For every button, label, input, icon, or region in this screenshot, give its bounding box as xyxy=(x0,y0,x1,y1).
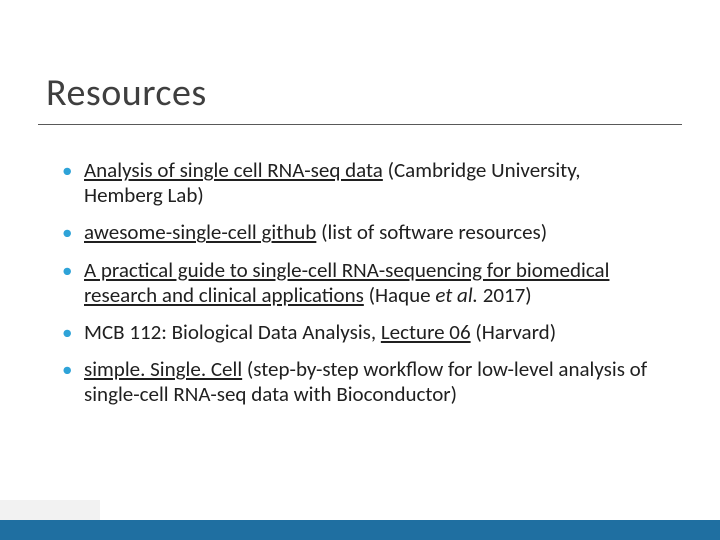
title-underline xyxy=(38,124,682,125)
footer-bar xyxy=(0,520,720,540)
resource-link[interactable]: simple. Single. Cell xyxy=(84,356,242,382)
list-item: simple. Single. Cell (step-by-step workf… xyxy=(62,357,662,407)
page-title: Resources xyxy=(46,70,207,116)
resource-link[interactable]: Analysis of single cell RNA-seq data xyxy=(84,157,383,183)
list-item: Analysis of single cell RNA-seq data (Ca… xyxy=(62,158,662,208)
resource-desc-italic: et al. xyxy=(435,282,478,308)
resource-link[interactable]: Lecture 06 xyxy=(381,319,471,345)
resource-desc: 2017) xyxy=(478,282,532,308)
resources-list: Analysis of single cell RNA-seq data (Ca… xyxy=(62,158,662,408)
footer-accent-light xyxy=(0,500,100,520)
resource-desc: (Harvard) xyxy=(471,319,556,345)
content-area: Analysis of single cell RNA-seq data (Ca… xyxy=(62,158,662,420)
resource-desc: (Haque xyxy=(364,282,436,308)
resource-link[interactable]: awesome-single-cell github xyxy=(84,219,316,245)
list-item: MCB 112: Biological Data Analysis, Lectu… xyxy=(62,320,662,345)
list-item: awesome-single-cell github (list of soft… xyxy=(62,220,662,245)
resource-desc: (list of software resources) xyxy=(316,219,547,245)
resource-pretext: MCB 112: Biological Data Analysis, xyxy=(84,319,381,345)
slide: Resources Analysis of single cell RNA-se… xyxy=(0,0,720,540)
list-item: A practical guide to single-cell RNA-seq… xyxy=(62,258,662,308)
